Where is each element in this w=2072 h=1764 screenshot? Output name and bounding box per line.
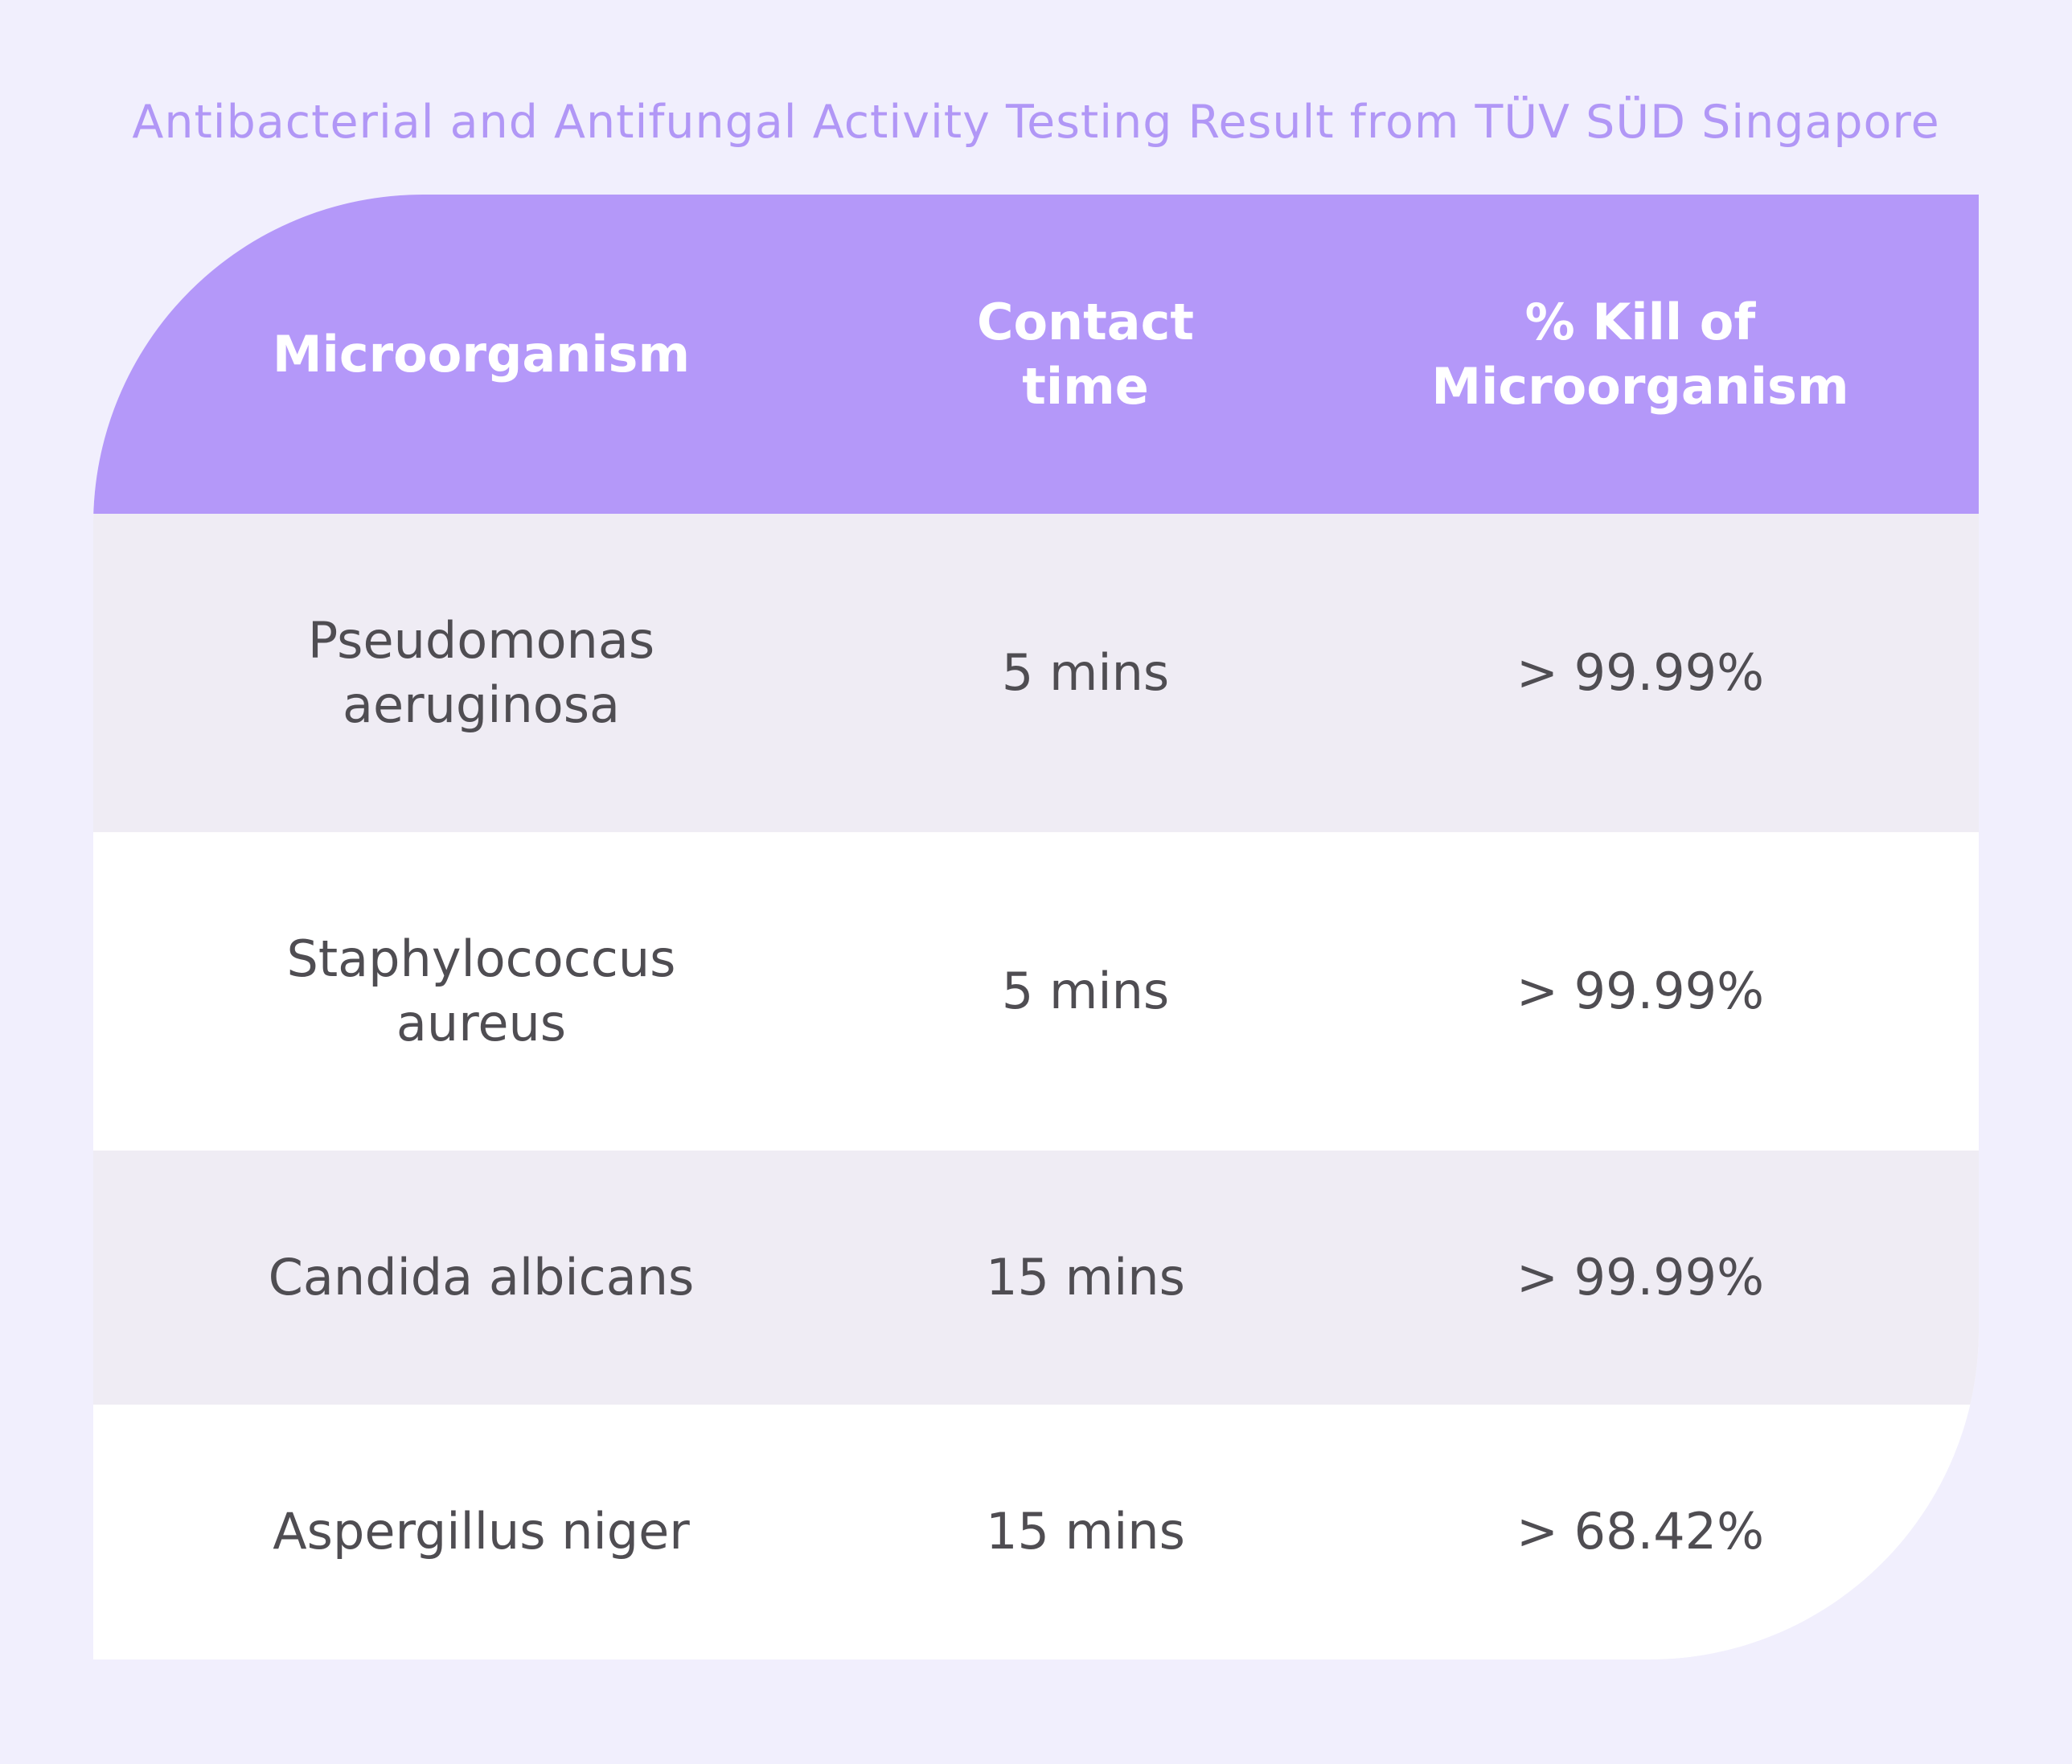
results-table: Microorganism Contact time % Kill of Mic… — [93, 195, 1979, 1659]
header-label-microorganism: Microorganism — [272, 324, 691, 384]
table-row: Staphylococcus aureus 5 mins > 99.99% — [93, 832, 1979, 1151]
kill-cell: > 99.99% — [1302, 1151, 1979, 1405]
microorganism-name: Staphylococcus aureus — [286, 929, 676, 1052]
kill-cell: > 68.42% — [1302, 1405, 1979, 1659]
microorganism-name: Candida albicans — [268, 1248, 695, 1307]
page-title: Antibacterial and Antifungal Activity Te… — [132, 96, 1940, 149]
contact-time-cell: 5 mins — [869, 832, 1302, 1151]
microorganism-cell: Candida albicans — [93, 1151, 869, 1405]
microorganism-name: Pseudomonas aeruginosa — [307, 611, 655, 734]
microorganism-cell: Staphylococcus aureus — [93, 832, 869, 1151]
table-row: Aspergillus niger 15 mins > 68.42% — [93, 1405, 1979, 1659]
kill-value: > 99.99% — [1516, 962, 1765, 1020]
contact-time-value: 15 mins — [986, 1248, 1185, 1307]
contact-time-value: 5 mins — [1001, 643, 1170, 702]
kill-cell: > 99.99% — [1302, 832, 1979, 1151]
contact-time-cell: 15 mins — [869, 1151, 1302, 1405]
table-row: Pseudomonas aeruginosa 5 mins > 99.99% — [93, 514, 1979, 832]
kill-value: > 68.42% — [1516, 1502, 1765, 1561]
contact-time-value: 15 mins — [986, 1502, 1185, 1561]
contact-time-value: 5 mins — [1001, 962, 1170, 1020]
microorganism-cell: Aspergillus niger — [93, 1405, 869, 1659]
contact-time-cell: 15 mins — [869, 1405, 1302, 1659]
header-label-contact-time: Contact time — [976, 292, 1195, 416]
kill-value: > 99.99% — [1516, 1248, 1765, 1307]
microorganism-name: Aspergillus niger — [273, 1502, 690, 1561]
header-cell-kill: % Kill of Microorganism — [1302, 195, 1979, 514]
kill-cell: > 99.99% — [1302, 514, 1979, 832]
table-header-row: Microorganism Contact time % Kill of Mic… — [93, 195, 1979, 514]
table-row: Candida albicans 15 mins > 99.99% — [93, 1151, 1979, 1405]
kill-value: > 99.99% — [1516, 643, 1765, 702]
header-label-kill: % Kill of Microorganism — [1431, 292, 1849, 416]
contact-time-cell: 5 mins — [869, 514, 1302, 832]
microorganism-cell: Pseudomonas aeruginosa — [93, 514, 869, 832]
header-cell-contact-time: Contact time — [869, 195, 1302, 514]
header-cell-microorganism: Microorganism — [93, 195, 869, 514]
